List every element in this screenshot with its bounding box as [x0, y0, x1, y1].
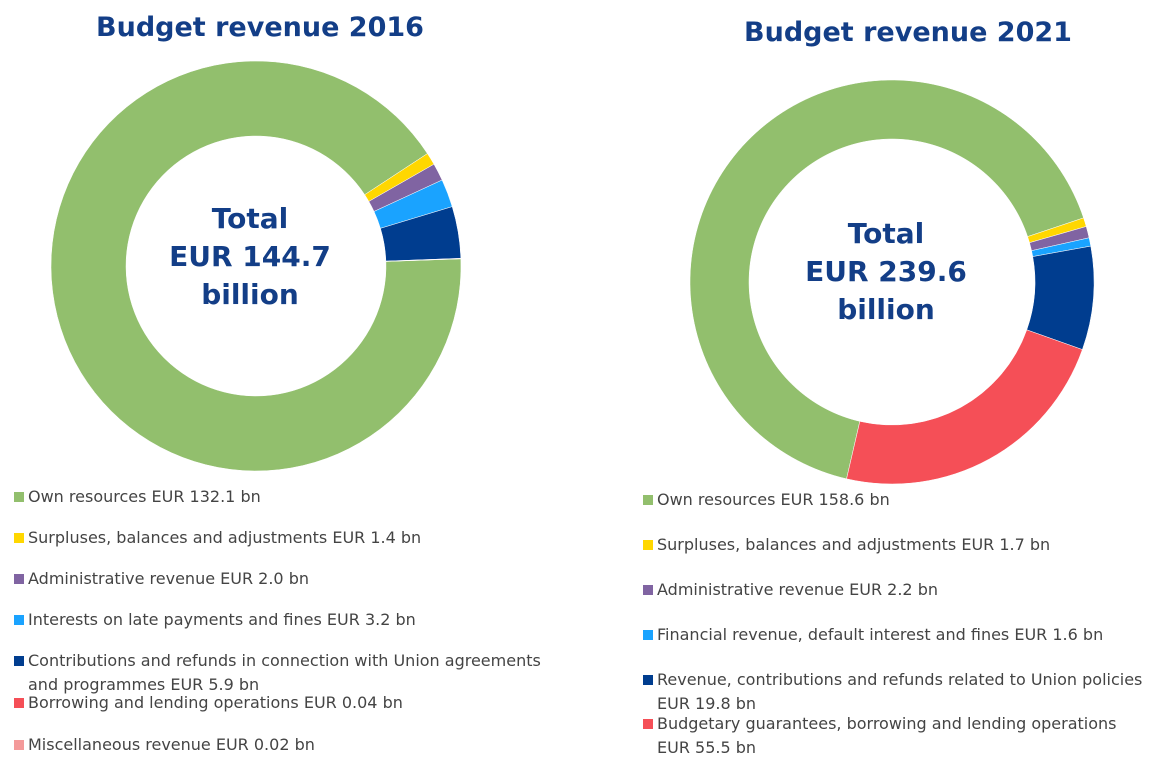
- legend-item: Surpluses, balances and adjustments EUR …: [643, 533, 1148, 557]
- donut-segment: [50, 60, 462, 472]
- chart-title: Budget revenue 2021: [744, 17, 1072, 48]
- center-label: Total: [212, 202, 289, 235]
- legend-swatch: [14, 740, 24, 750]
- center-label: EUR 239.6: [805, 255, 967, 288]
- legend-label: Financial revenue, default interest and …: [657, 625, 1104, 644]
- legend-item: Own resources EUR 158.6 bn: [643, 488, 1148, 512]
- legend-swatch: [14, 615, 24, 625]
- center-label: EUR 144.7: [169, 240, 331, 273]
- legend-item: Financial revenue, default interest and …: [643, 623, 1148, 647]
- donut-segment: [689, 79, 1084, 480]
- legend-item: Own resources EUR 132.1 bn: [14, 485, 554, 509]
- center-label: Total: [848, 217, 925, 250]
- legend-swatch: [643, 495, 653, 505]
- legend-swatch: [643, 540, 653, 550]
- legend-item: Administrative revenue EUR 2.0 bn: [14, 567, 554, 591]
- legend-swatch: [14, 656, 24, 666]
- legend-item: Borrowing and lending operations EUR 0.0…: [14, 691, 554, 715]
- legend-label: Interests on late payments and fines EUR…: [28, 610, 416, 629]
- legend-label: Own resources EUR 132.1 bn: [28, 487, 261, 506]
- legend-label: Budgetary guarantees, borrowing and lend…: [657, 714, 1117, 757]
- legend-item: Interests on late payments and fines EUR…: [14, 608, 554, 632]
- legend-label: Administrative revenue EUR 2.0 bn: [28, 569, 309, 588]
- legend-label: Contributions and refunds in connection …: [28, 651, 541, 694]
- legend-swatch: [14, 492, 24, 502]
- legend-item: Revenue, contributions and refunds relat…: [643, 668, 1148, 716]
- legend-label: Miscellaneous revenue EUR 0.02 bn: [28, 735, 315, 754]
- legend-swatch: [643, 719, 653, 729]
- legend-swatch: [643, 630, 653, 640]
- legend-label: Surpluses, balances and adjustments EUR …: [28, 528, 422, 547]
- legend-item: Administrative revenue EUR 2.2 bn: [643, 578, 1148, 602]
- legend-item: Budgetary guarantees, borrowing and lend…: [643, 712, 1148, 760]
- legend-label: Revenue, contributions and refunds relat…: [657, 670, 1143, 713]
- legend-item: Miscellaneous revenue EUR 0.02 bn: [14, 733, 554, 757]
- legend-label: Administrative revenue EUR 2.2 bn: [657, 580, 938, 599]
- center-label: billion: [201, 278, 299, 311]
- legend-swatch: [14, 574, 24, 584]
- legend-swatch: [14, 533, 24, 543]
- legend-swatch: [643, 585, 653, 595]
- legend-label: Own resources EUR 158.6 bn: [657, 490, 890, 509]
- legend-item: Surpluses, balances and adjustments EUR …: [14, 526, 554, 550]
- chart-title: Budget revenue 2016: [96, 12, 424, 43]
- legend-swatch: [14, 698, 24, 708]
- legend-label: Surpluses, balances and adjustments EUR …: [657, 535, 1051, 554]
- center-label: billion: [837, 293, 935, 326]
- legend-label: Borrowing and lending operations EUR 0.0…: [28, 693, 403, 712]
- donut-segment: [385, 258, 462, 262]
- legend-swatch: [643, 675, 653, 685]
- legend-item: Contributions and refunds in connection …: [14, 649, 554, 697]
- donut-segment: [846, 329, 1083, 485]
